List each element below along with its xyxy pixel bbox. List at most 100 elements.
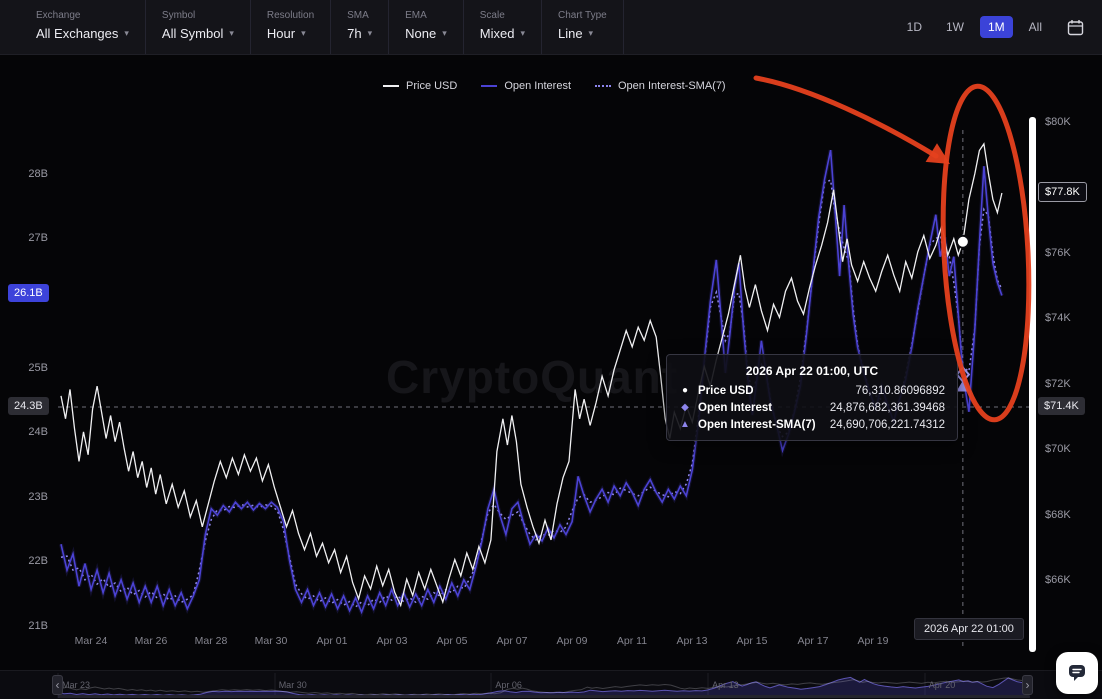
price-crosshair-label: $71.4K — [1038, 397, 1085, 415]
triangle-icon: ▲ — [680, 419, 690, 430]
toolbar: Exchange All Exchanges ▾ Symbol All Symbol ▾ R… — [0, 0, 1102, 55]
legend-item-price-usd[interactable]: Price USD — [383, 80, 457, 92]
chevron-down-icon: ▾ — [367, 28, 373, 38]
x-axis-tick: Mar 30 — [255, 635, 288, 647]
x-axis-tick: Apr 01 — [317, 635, 348, 647]
x-axis-tick: Mar 28 — [195, 635, 228, 647]
oi-axis-tick: 23B — [28, 491, 48, 503]
filter-value: None — [405, 26, 437, 41]
tooltip-series-value: 76,310.86096892 — [855, 385, 945, 397]
x-axis-tick: Apr 19 — [858, 635, 889, 647]
legend-item-open-interest-sma-7-[interactable]: Open Interest-SMA(7) — [595, 80, 726, 92]
range-controls: 1D 1W 1M All — [899, 16, 1102, 38]
oi-axis-tick: 24B — [28, 426, 48, 438]
filter-exchange[interactable]: Exchange All Exchanges ▾ — [20, 0, 146, 54]
chevron-down-icon: ▾ — [588, 28, 594, 38]
navigator-right-handle[interactable]: › — [1022, 675, 1033, 695]
chart-tooltip: 2026 Apr 22 01:00, UTC ● Price USD 76,310.… — [666, 354, 958, 441]
x-axis-tick: Apr 15 — [737, 635, 768, 647]
x-axis-tick: Apr 09 — [557, 635, 588, 647]
legend-swatch-icon — [595, 85, 611, 87]
legend-swatch-icon — [383, 85, 399, 87]
chevron-down-icon: ▾ — [229, 28, 234, 38]
legend-item-open-interest[interactable]: Open Interest — [481, 80, 571, 92]
filter-ema[interactable]: EMA None ▾ — [389, 0, 464, 54]
tooltip-row-price-usd: ● Price USD 76,310.86096892 — [679, 385, 945, 397]
timeline-navigator[interactable]: Mar 23 Mar 30 Apr 06 Apr 13 Apr 20 ‹ › — [0, 670, 1102, 699]
filter-label: Exchange — [36, 10, 81, 21]
filter-label: Symbol — [161, 10, 196, 21]
horizontal-scrollbar[interactable] — [58, 695, 1030, 698]
price-line — [60, 142, 1003, 608]
chevron-down-icon: ▾ — [520, 28, 525, 38]
range-buttons: 1D 1W 1M All — [899, 16, 1050, 38]
filter-label: Chart Type — [557, 10, 607, 21]
price-axis-tick: $68K — [1045, 509, 1071, 521]
filter-resolution[interactable]: Resolution Hour ▾ — [251, 0, 332, 54]
open-interest-line — [60, 149, 1003, 615]
circle-icon: ● — [681, 385, 689, 396]
filter-value: Mixed — [479, 26, 515, 41]
chat-button[interactable] — [1056, 652, 1098, 694]
range-button-all[interactable]: All — [1021, 16, 1050, 38]
x-axis-tick: Apr 07 — [497, 635, 528, 647]
navigator-price-line — [57, 677, 1027, 696]
filter-label: Resolution — [266, 10, 315, 21]
oi-axis-tick: 22B — [28, 555, 48, 567]
price-axis-scrollbar[interactable] — [1029, 117, 1036, 652]
watermark: CryptoQuant — [386, 351, 679, 403]
oi-axis-tick: 21B — [28, 620, 48, 632]
navigator-date-label: Apr 06 — [495, 680, 522, 690]
navigator-oi-line — [57, 676, 1027, 697]
filter-scale[interactable]: Scale Mixed ▾ — [464, 0, 542, 54]
navigator-oi-area — [58, 677, 1030, 698]
oi-current-badge: 26.1B — [8, 284, 49, 302]
filter-label: Scale — [479, 10, 505, 21]
price-axis-tick: $72K — [1045, 378, 1071, 390]
tooltip-series-name: Open Interest — [698, 402, 773, 414]
chevron-down-icon: ▾ — [124, 28, 129, 38]
range-button-1d[interactable]: 1D — [899, 16, 930, 38]
tooltip-title: 2026 Apr 22 01:00, UTC — [745, 364, 879, 378]
filter-value: All Symbol — [161, 26, 224, 41]
filter-symbol[interactable]: Symbol All Symbol ▾ — [146, 0, 251, 54]
range-button-1w[interactable]: 1W — [938, 16, 972, 38]
navigator-date-label: Apr 20 — [928, 680, 956, 690]
price-axis-tick: $70K — [1045, 443, 1071, 455]
filter-label: EMA — [405, 10, 427, 21]
filter-sma[interactable]: SMA 7h ▾ — [331, 0, 390, 54]
x-axis-tick: Mar 24 — [75, 635, 108, 647]
sma-marker — [956, 380, 970, 392]
oi-axis-tick: 28B — [28, 168, 48, 180]
oi-axis-tick: 27B — [28, 232, 48, 244]
tooltip-row-open-interest: ◆ Open Interest 24,876,682,361.39468 — [679, 402, 945, 414]
x-axis-tick: Apr 05 — [437, 635, 468, 647]
chart-legend: Price USD Open Interest Open Interest-SMA(… — [383, 80, 726, 92]
oi-crosshair-label: 24.3B — [8, 397, 49, 415]
price-axis-tick: $66K — [1045, 574, 1071, 586]
range-button-1m[interactable]: 1M — [979, 16, 1013, 38]
tooltip-series-name: Price USD — [698, 385, 754, 397]
calendar-button[interactable] — [1067, 19, 1084, 36]
crosshair-date-badge: 2026 Apr 22 01:00 — [914, 618, 1024, 640]
chevron-down-icon: ▾ — [301, 28, 306, 38]
legend-label: Price USD — [406, 80, 458, 92]
navigator-date-label: Apr 13 — [712, 680, 739, 690]
x-axis-tick: Apr 03 — [377, 635, 408, 647]
filter-chart-type[interactable]: Chart Type Line ▾ — [542, 0, 624, 54]
filter-value: Hour — [266, 26, 296, 41]
x-axis-tick: Apr 11 — [617, 635, 647, 647]
toolbar-filter-groups: Exchange All Exchanges ▾ Symbol All Symbol ▾ R… — [0, 0, 624, 54]
x-axis-tick: Apr 17 — [798, 635, 829, 647]
open-interest-sma-line — [60, 179, 1003, 608]
navigator-date-label: Mar 30 — [278, 680, 307, 690]
tooltip-series-name: Open Interest-SMA(7) — [698, 419, 816, 431]
legend-swatch-icon — [481, 85, 498, 87]
legend-label: Open Interest-SMA(7) — [618, 80, 726, 92]
price-axis-tick: $74K — [1045, 312, 1071, 324]
x-axis-tick: Apr 13 — [677, 635, 708, 647]
navigator-left-handle[interactable]: ‹ — [52, 675, 63, 695]
oi-axis-tick: 25B — [28, 362, 48, 374]
